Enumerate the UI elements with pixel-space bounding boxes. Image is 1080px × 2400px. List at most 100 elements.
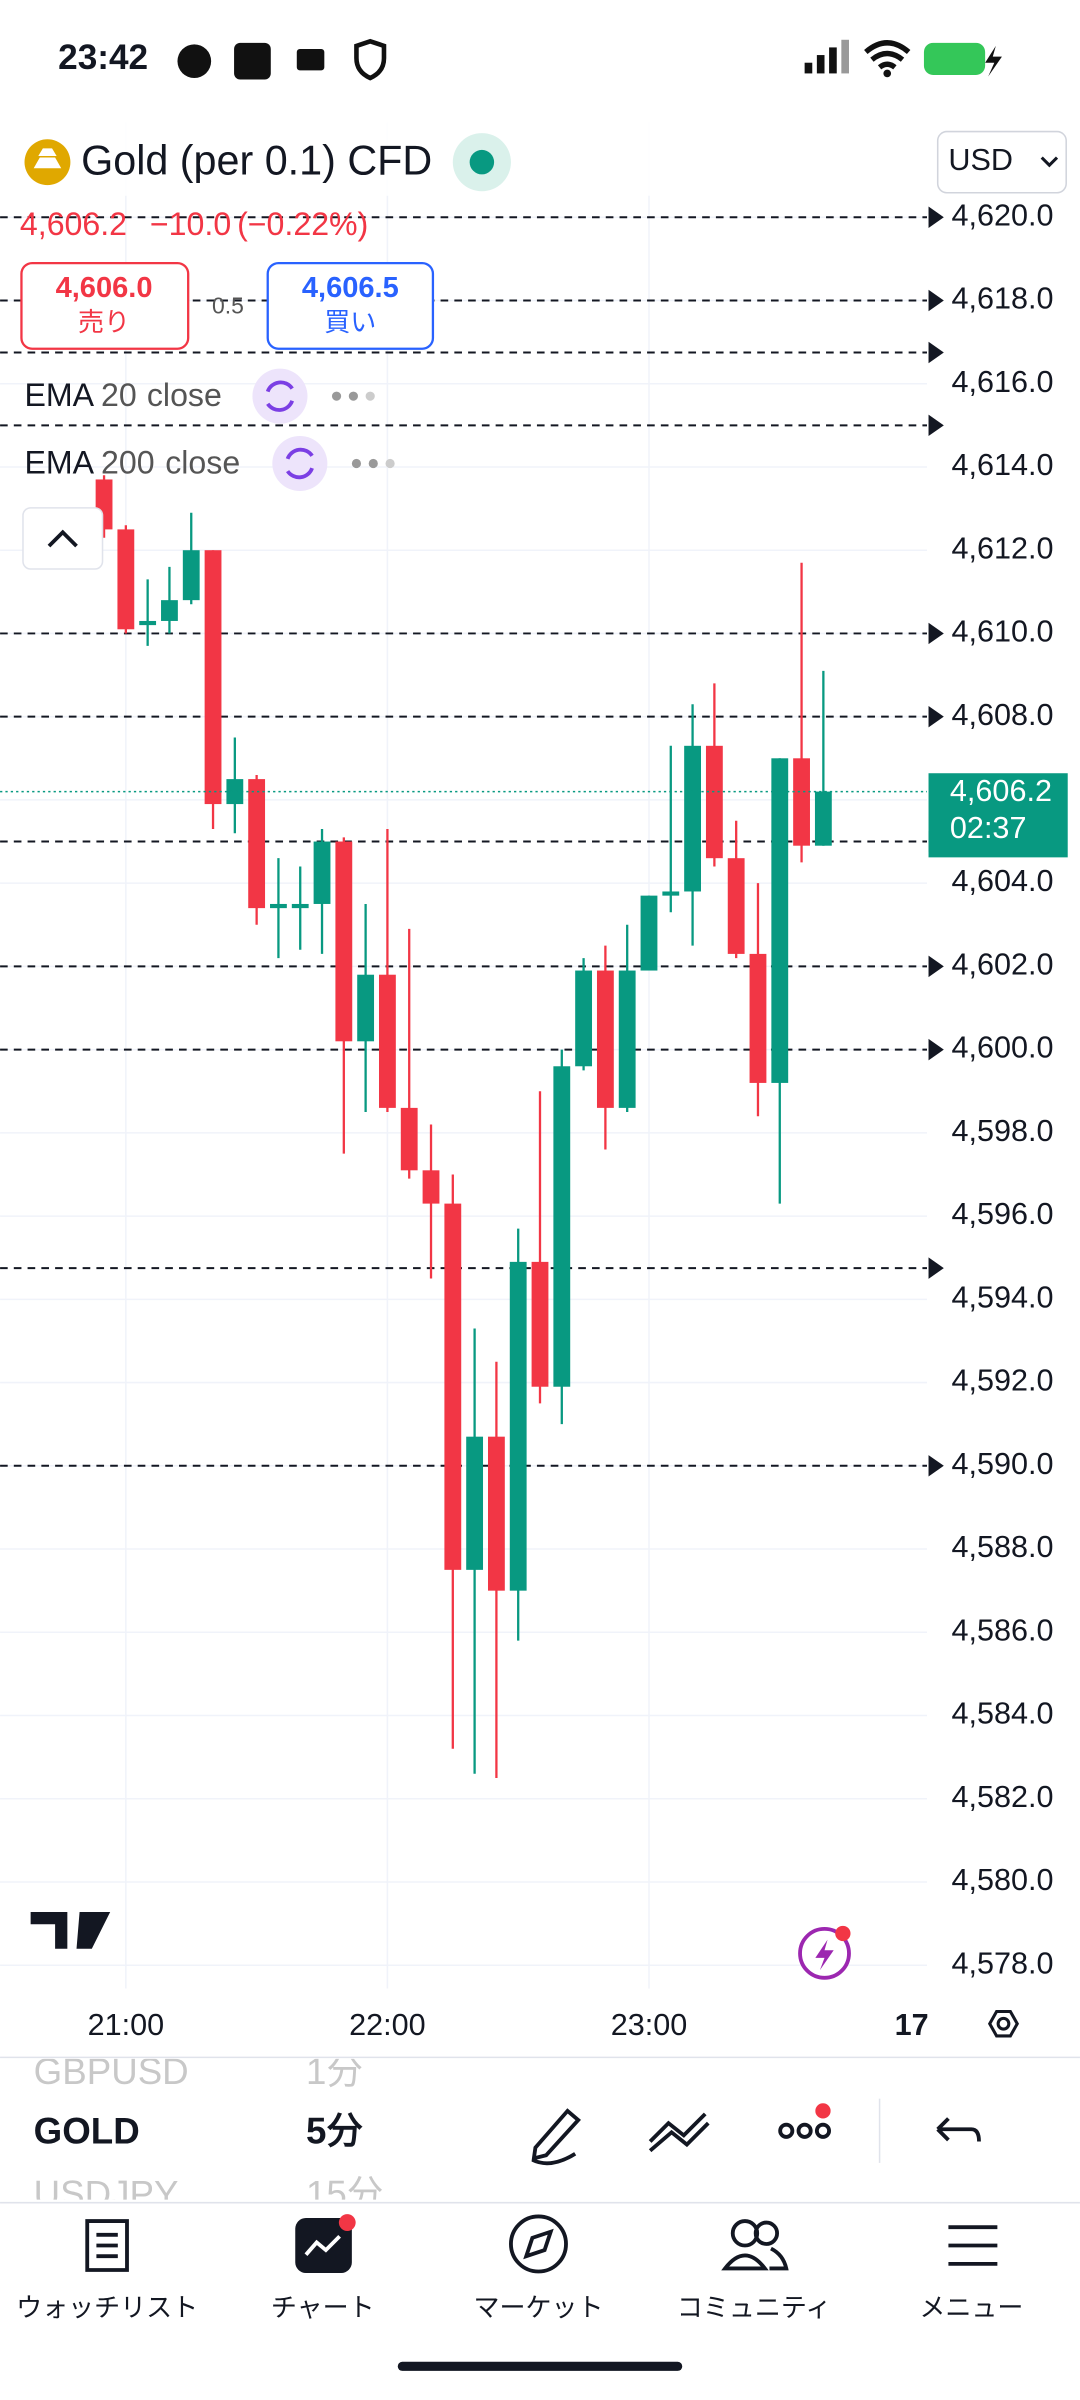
- hline-marker: [928, 705, 944, 728]
- x-tick-label: 22:00: [349, 2008, 426, 2042]
- badge: [815, 2103, 831, 2119]
- candle-body: [204, 550, 222, 805]
- indicator-refresh[interactable]: [272, 435, 328, 492]
- y-tick-label: 4,604.0: [951, 864, 1053, 898]
- symbol-option[interactable]: GBPUSD: [34, 2051, 189, 2092]
- y-tick-label: 4,580.0: [951, 1863, 1053, 1897]
- candle-body: [422, 1170, 440, 1204]
- chart-tab-icon: [295, 2217, 352, 2274]
- candle-body: [466, 1436, 484, 1570]
- change: −10.0: [150, 206, 231, 242]
- buy-price: 4,606.5: [302, 272, 399, 304]
- indicator-more[interactable]: [331, 391, 375, 401]
- candle-body: [640, 895, 658, 971]
- buy-button[interactable]: [266, 261, 435, 350]
- y-tick-label: 4,586.0: [951, 1613, 1053, 1647]
- status-bar: [0, 0, 1080, 120]
- candle-body: [313, 841, 331, 904]
- y-tick-label: 4,590.0: [951, 1447, 1053, 1481]
- hline-marker: [928, 1455, 944, 1477]
- symbol-selected[interactable]: GOLD: [34, 2111, 140, 2152]
- indicator-refresh[interactable]: [252, 368, 308, 424]
- price-axis: 4,620.0 4,618.0 4,616.0 4,614.0 4,612.0 4,610…: [928, 198, 1068, 1980]
- time-axis: 21:00 22:00 23:00: [88, 2008, 688, 2042]
- chevron: [1040, 156, 1059, 168]
- draw-tool[interactable]: [531, 2108, 581, 2166]
- countdown: 02:37: [950, 811, 1027, 845]
- candle-body: [182, 550, 200, 601]
- interval-option[interactable]: 15分: [306, 2173, 384, 2214]
- hline-marker: [928, 622, 944, 645]
- badge: [338, 2214, 356, 2231]
- indicator-source: close: [165, 444, 240, 480]
- hline-marker: [928, 1257, 944, 1279]
- sell-price: 4,606.0: [56, 272, 153, 304]
- nav-icons: [85, 2214, 998, 2274]
- y-tick-label: 4,588.0: [951, 1530, 1053, 1564]
- more-tool[interactable]: [778, 2122, 795, 2139]
- candle-body: [357, 974, 375, 1042]
- undo[interactable]: [936, 2117, 981, 2142]
- y-tick-label: 4,614.0: [951, 448, 1053, 482]
- y-tick-label: 4,596.0: [951, 1197, 1053, 1231]
- last-price: 4,606.2: [20, 206, 127, 242]
- settings-icon[interactable]: [987, 2009, 1020, 2038]
- candle-body: [400, 1107, 418, 1171]
- hline-marker: [928, 1038, 944, 1061]
- x-tick-label: 23:00: [611, 2008, 688, 2042]
- indicator-length: 20: [101, 377, 137, 413]
- symbol-picker: GBPUSD 1分 GOLD 5分 USDJPY 15分: [34, 2051, 384, 2214]
- candle-body: [444, 1203, 462, 1570]
- candle-body: [793, 758, 810, 846]
- y-tick-label: 4,610.0: [951, 615, 1053, 649]
- candle-body: [226, 779, 244, 805]
- settings-dot: [996, 2016, 1011, 2031]
- indicator-name[interactable]: EMA: [25, 444, 95, 480]
- y-tick-label: 4,620.0: [951, 198, 1053, 232]
- indicator-name[interactable]: EMA: [25, 377, 95, 413]
- change-percent: (−0.22%): [237, 206, 368, 242]
- nav-tab[interactable]: マーケット: [473, 2293, 603, 2323]
- hline-marker: [928, 206, 944, 228]
- nav-tab[interactable]: コミュニティ: [677, 2293, 831, 2323]
- candle-body: [161, 600, 178, 621]
- sell-button[interactable]: [20, 261, 190, 350]
- y-tick-label: 4,584.0: [951, 1697, 1053, 1731]
- candle-body: [684, 745, 701, 892]
- indicator-source: close: [147, 377, 222, 413]
- interval-selected[interactable]: 5分: [306, 2111, 363, 2152]
- currency-dropdown[interactable]: [936, 130, 1067, 194]
- last-price-label: 4,606.2: [950, 774, 1052, 808]
- last-price-tag: [928, 773, 1068, 858]
- market-status-dot: [469, 149, 495, 175]
- refresh-icon: [285, 447, 314, 480]
- candle-body: [771, 758, 789, 1083]
- symbol-option[interactable]: USDJPY: [34, 2173, 179, 2214]
- nav-tab[interactable]: ウォッチリスト: [16, 2293, 198, 2323]
- hline-marker: [928, 289, 944, 312]
- symbol-title[interactable]: Gold (per 0.1) CFD: [81, 138, 432, 184]
- y-tick-label: 4,618.0: [951, 282, 1053, 316]
- y-tick-label: 4,592.0: [951, 1364, 1053, 1398]
- indicator-length: 200: [101, 444, 155, 480]
- collapse-button[interactable]: [22, 507, 104, 570]
- chart-tab-glyph: [304, 2234, 341, 2256]
- gold-bars: [33, 148, 62, 169]
- indicator-more[interactable]: [351, 458, 395, 469]
- status-icons: [177, 38, 1002, 81]
- interval-option[interactable]: 1分: [306, 2051, 363, 2092]
- sell-label: 売り: [78, 307, 130, 337]
- hline-marker: [928, 414, 944, 437]
- badge: [835, 1925, 851, 1942]
- home-indicator: [397, 2361, 683, 2371]
- candle-body: [705, 745, 723, 859]
- candle-body: [618, 970, 636, 1108]
- nav-tab[interactable]: メニュー: [919, 2293, 1023, 2323]
- nav-tab[interactable]: チャート: [271, 2293, 375, 2323]
- lines-tool[interactable]: [648, 2112, 710, 2153]
- plot-area: [0, 122, 927, 1989]
- candle-body: [749, 953, 767, 1083]
- currency: USD: [948, 143, 1013, 177]
- hline-marker: [928, 341, 944, 364]
